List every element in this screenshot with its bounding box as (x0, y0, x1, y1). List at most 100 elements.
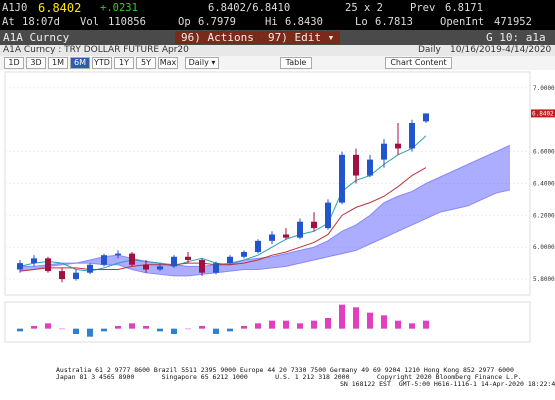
last-price: 6.8402 (38, 1, 82, 15)
period-button[interactable]: Max (158, 57, 178, 69)
candle-body (115, 253, 121, 256)
period-button[interactable]: YTD (92, 57, 112, 69)
period-button[interactable]: 1Y (114, 57, 134, 69)
y-tick-label: 6.0000 (533, 244, 555, 251)
indicator-bar (367, 312, 373, 329)
vol-label: Vol (80, 16, 99, 28)
indicator-bar (311, 320, 317, 329)
open-value: 6.7979 (198, 16, 236, 28)
indicator-bar (143, 326, 149, 329)
low-label: Lo (355, 16, 368, 28)
candle-body (101, 255, 107, 265)
actions-button[interactable]: 96) Actions ▾ (175, 31, 274, 44)
size: 25 x 2 (345, 2, 383, 14)
period-button[interactable]: 3D (26, 57, 46, 69)
candle-body (395, 143, 401, 149)
candle-body (45, 258, 51, 272)
candle-body (283, 234, 289, 238)
frequency: Daily (418, 45, 441, 55)
period-button[interactable]: 6M (70, 57, 90, 69)
last-price-box (531, 109, 555, 118)
ticker: A1J0 (2, 2, 28, 14)
candle-body (87, 264, 93, 273)
candle-body (157, 266, 163, 270)
y-tick-label: 7.0000 (533, 85, 555, 92)
y-tick-label: 5.8000 (533, 276, 555, 283)
low-value: 6.7813 (375, 16, 413, 28)
date-range: 10/16/2019-4/14/2020 (450, 45, 552, 55)
y-tick-label: 6.2000 (533, 212, 555, 219)
candle-body (199, 259, 205, 273)
change: +.0231 (100, 2, 138, 14)
indicator-bar (59, 328, 65, 330)
indicator-bar (297, 323, 303, 329)
candle-body (381, 143, 387, 160)
candle-body (353, 154, 359, 176)
prev-value: 6.8171 (445, 2, 483, 14)
footer-line: SN 168122 EST GMT-5:00 H616-1116-1 14-Ap… (340, 380, 555, 388)
candle-body (59, 271, 65, 280)
candle-body (227, 256, 233, 264)
indicator-bar (87, 328, 93, 337)
indicator-bar (101, 328, 107, 332)
chart-title: A1A Curncy : TRY DOLLAR FUTURE Apr20 (3, 45, 189, 55)
indicator-bar (129, 323, 135, 329)
candle-body (255, 240, 261, 252)
open-label: Op (178, 16, 191, 28)
bid-ask: 6.8402/6.8410 (208, 2, 291, 14)
high-value: 6.8430 (285, 16, 323, 28)
candle-body (213, 263, 219, 273)
indicator-bar (227, 328, 233, 332)
candle-body (409, 122, 415, 149)
indicator-bar (171, 328, 177, 334)
chart: 5.8000 6.0000 6.2000 6.4000 6.6000 7.0000 6.84… (4, 71, 555, 343)
candle-body (185, 256, 191, 260)
chart-content-button[interactable]: Chart Content (385, 57, 452, 69)
candle-body (339, 154, 345, 203)
indicator-bar (115, 326, 121, 329)
indicator-bar (185, 328, 191, 330)
candle-body (269, 234, 275, 241)
y-tick-label: 6.6000 (533, 149, 555, 156)
indicator-bar (45, 323, 51, 329)
table-button[interactable]: Table (280, 57, 312, 69)
candle-body (423, 113, 429, 122)
indicator-bar (213, 328, 219, 334)
indicator-bar (283, 320, 289, 329)
candle-body (143, 264, 149, 270)
subheader: A1A Curncy : TRY DOLLAR FUTURE Apr20 Dai… (0, 45, 555, 56)
indicator-frame (4, 301, 531, 343)
indicator-bar (423, 320, 429, 329)
security: A1A Curncy (3, 31, 70, 44)
indicator-bar (31, 326, 37, 329)
footer-line: Australia 61 2 9777 8600 Brazil 5511 239… (56, 366, 514, 374)
toolbar: Daily ▾ Table Chart Content 1D 3D 1M 6M YTD 1… (0, 56, 555, 70)
time-value: 18:07d (22, 16, 60, 28)
indicator-bar (255, 323, 261, 329)
candle-body (73, 272, 79, 280)
candle-body (297, 221, 303, 238)
indicator-bar (157, 328, 163, 332)
indicator-bar (381, 315, 387, 329)
candle-body (31, 258, 37, 264)
security-bar: A1A Curncy 96) Actions ▾ 97) Edit ▾ G 10… (0, 30, 555, 45)
period-button[interactable]: 5Y (136, 57, 156, 69)
indicator-bar (325, 318, 331, 329)
openint-value: 471952 (494, 16, 532, 28)
indicator-bar (339, 304, 345, 329)
indicator-bar (409, 323, 415, 329)
footer-line: Japan 81 3 4565 8900 Singapore 65 6212 1… (56, 373, 522, 381)
indicator-bar (395, 320, 401, 329)
edit-button[interactable]: 97) Edit ▾ (262, 31, 341, 44)
candle-body (241, 251, 247, 257)
candle-body (325, 202, 331, 229)
period-button[interactable]: 1D (4, 57, 24, 69)
time-label: At (2, 16, 15, 28)
candle-body (311, 221, 317, 229)
high-label: Hi (265, 16, 278, 28)
indicator-bar (269, 320, 275, 329)
indicator-bar (17, 328, 23, 332)
period-button[interactable]: 1M (48, 57, 68, 69)
frequency-select[interactable]: Daily ▾ (185, 57, 219, 69)
